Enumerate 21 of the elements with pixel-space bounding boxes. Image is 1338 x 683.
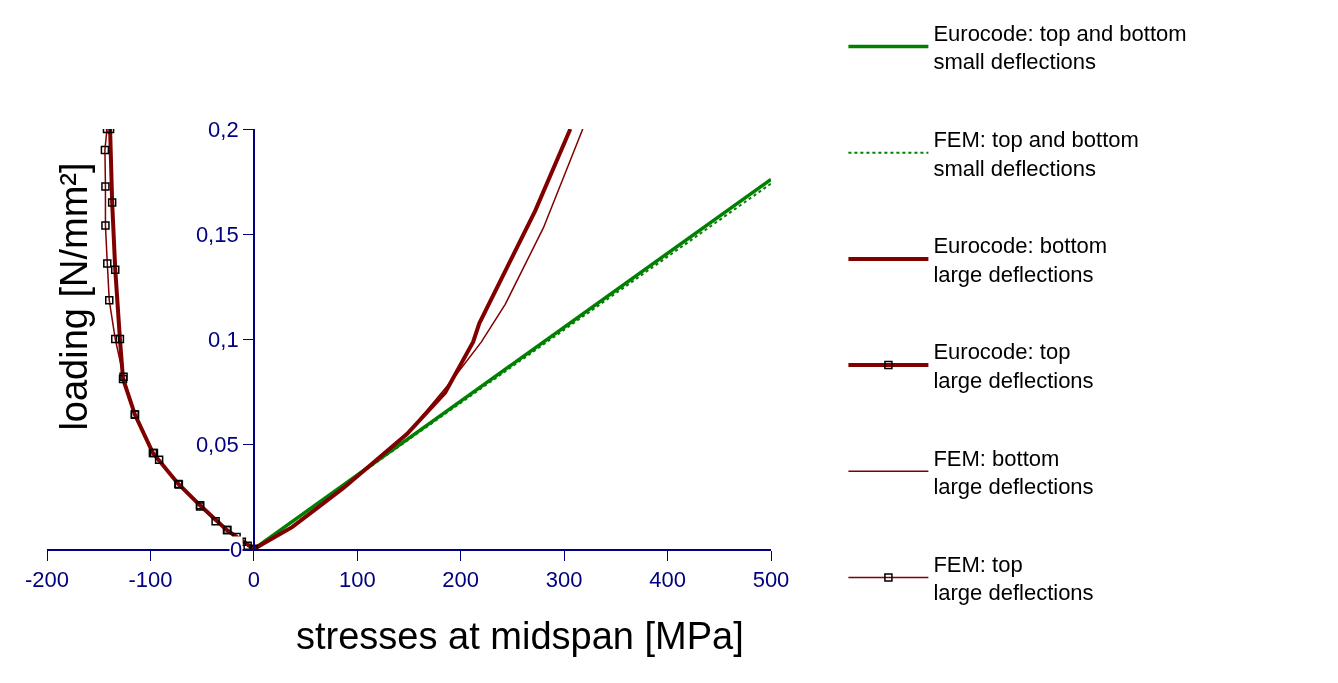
x-axis-title: stresses at midspan [MPa] — [296, 615, 744, 657]
y-tick-label: 0,05 — [195, 431, 239, 457]
x-tick-label: 0 — [247, 567, 260, 593]
y-tick-label: 0 — [230, 537, 243, 562]
y-axis-title: loading [N/mm²] — [52, 162, 95, 431]
legend-label: FEM: top large deflections — [933, 551, 1094, 606]
x-tick-label: 500 — [752, 567, 790, 593]
x-tick-label: 400 — [649, 567, 686, 593]
legend-label: FEM: top and bottom small deflections — [933, 126, 1139, 181]
y-tick-label: 0,1 — [208, 326, 239, 352]
legend-label: Eurocode: top large deflections — [933, 339, 1094, 393]
x-tick-label: 200 — [442, 567, 480, 593]
y-tick-label: 0,2 — [208, 116, 239, 142]
y-tick-label: 0,15 — [195, 221, 239, 247]
x-tick-label: 300 — [545, 567, 583, 593]
x-tick-label: 100 — [338, 567, 376, 593]
legend-label: Eurocode: bottom large deflections — [933, 233, 1108, 287]
x-tick-label: -200 — [24, 567, 70, 593]
legend-label: FEM: bottom large deflections — [933, 445, 1094, 500]
x-tick-label: -100 — [128, 567, 173, 593]
legend-label: Eurocode: top and bottom small deflections — [933, 20, 1187, 75]
